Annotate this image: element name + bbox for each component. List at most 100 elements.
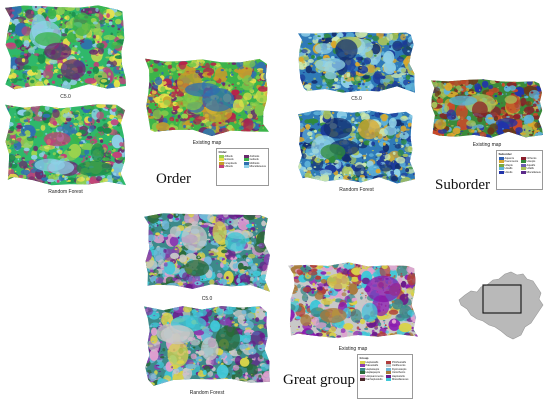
order-title: Order: [156, 171, 191, 187]
legend-label: Udalfs: [526, 167, 534, 171]
order-existing-map: [145, 58, 269, 136]
legend-item: Ustalfs: [498, 167, 519, 171]
legend-label: Psamments: [504, 160, 519, 164]
greatgroup-c50-caption: C5.0: [201, 296, 213, 302]
suborder-legend: Suborder Aquents Orthents Psamments Ustepts…: [496, 150, 543, 190]
legend-label: Haplaquepts: [365, 371, 381, 375]
soil-map-raster: [145, 58, 269, 136]
legend-item: Haplustults: [386, 374, 411, 378]
legend-item: Dystrustepts: [386, 367, 411, 371]
legend-label: Ustults: [504, 170, 513, 174]
legend-swatch: [498, 156, 504, 160]
legend-item: Ustipsamments: [359, 374, 385, 378]
suborder-existing-caption: Existing map: [472, 142, 502, 148]
order-c50-caption: C5.0: [60, 94, 71, 100]
legend-label: Ustepts: [526, 160, 536, 164]
order-rf-caption: Random Forest: [48, 189, 83, 195]
legend-swatch: [243, 161, 249, 165]
legend-label: Udepts: [504, 163, 513, 167]
legend-label: Haplustults: [392, 374, 405, 378]
legend-label: Kanhaplustults: [365, 378, 383, 382]
legend-label: Gelisols: [249, 158, 259, 162]
soil-map-raster: [5, 5, 126, 90]
legend-swatch: [498, 163, 504, 167]
legend-item: Inceptisols: [218, 161, 242, 165]
legend-item: Haplustalfs: [359, 360, 385, 364]
suborder-rf-caption: Random Forest: [339, 187, 374, 193]
legend-label: Aquents: [504, 156, 515, 160]
order-legend: Order Alfisols Aridisols Entisols Gelisols I…: [216, 148, 269, 186]
legend-item: Ustorthents: [386, 371, 411, 375]
legend-swatch: [520, 170, 526, 174]
order-existing-caption: Existing map: [192, 140, 222, 146]
legend-item: Ustults: [498, 170, 519, 174]
legend-swatch: [386, 364, 391, 368]
legend-label: Plinthustalfs: [392, 360, 406, 364]
legend-label: Paleustalfs: [365, 364, 379, 368]
legend-swatch: [498, 160, 504, 164]
legend-swatch: [359, 378, 365, 382]
legend-item: Ustepts: [520, 160, 541, 164]
greatgroup-legend: Group Haplustalfs Plinthustalfs Paleustalf…: [357, 354, 413, 399]
greatgroup-title: Great group: [283, 372, 356, 388]
legend-item: Miscellaneous: [386, 378, 411, 382]
soil-map-raster: [298, 110, 415, 184]
legend-label: Inceptisols: [224, 161, 237, 165]
legend-swatch: [218, 165, 224, 169]
legend-label: Haplustalfs: [365, 360, 379, 364]
order-c50-map: [5, 5, 126, 91]
legend-label: Aridisols: [249, 154, 260, 158]
legend-swatch: [243, 158, 249, 162]
legend-swatch: [386, 374, 391, 378]
legend-swatch: [520, 167, 526, 171]
legend-swatch: [386, 371, 391, 375]
legend-item: Ustifluvents: [386, 364, 411, 368]
legend-item: Gelisols: [243, 158, 267, 162]
order-legend-title: Order: [218, 150, 227, 154]
soil-map-raster: [431, 79, 543, 138]
soil-map-raster: [144, 306, 270, 386]
legend-label: Ustipsamments: [365, 374, 384, 378]
legend-swatch: [520, 160, 526, 164]
legend-item: Aquents: [498, 156, 519, 160]
soil-map-raster: [5, 104, 126, 186]
legend-swatch: [498, 170, 504, 174]
legend-swatch: [359, 374, 365, 378]
legend-label: Ultisols: [224, 165, 233, 169]
legend-label: Alfisols: [224, 154, 233, 158]
suborder-c50-caption: C5.0: [351, 96, 362, 102]
soil-map-raster: [288, 262, 418, 339]
order-rf-map: [5, 104, 126, 186]
legend-label: Entisols: [224, 158, 234, 162]
greatgroup-rf-caption: Random Forest: [189, 390, 225, 396]
legend-item: Haplaquepts: [359, 371, 385, 375]
legend-label: Aqualfs: [526, 163, 536, 167]
region-outline: [458, 271, 544, 340]
legend-item: Haplustepts: [359, 367, 385, 371]
legend-swatch: [243, 154, 249, 158]
legend-swatch: [386, 378, 391, 382]
greatgroup-legend-title: Group: [359, 356, 369, 360]
legend-swatch: [218, 154, 224, 158]
legend-swatch: [359, 360, 365, 364]
suborder-rf-map: [298, 110, 415, 184]
legend-item: Psamments: [498, 160, 519, 164]
legend-label: Dystrustepts: [392, 367, 407, 371]
greatgroup-rf-map: [144, 306, 270, 386]
legend-swatch: [498, 167, 504, 171]
legend-label: Ustifluvents: [392, 364, 406, 368]
suborder-c50-map: [298, 30, 415, 93]
suborder-title: Suborder: [435, 177, 490, 193]
greatgroup-existing-map: [288, 262, 418, 342]
legend-item: Udepts: [498, 163, 519, 167]
greatgroup-existing-caption: Existing map: [338, 346, 368, 352]
legend-label: Ustorthents: [392, 371, 406, 375]
legend-item: Ultisols: [218, 165, 242, 169]
legend-label: Orthents: [526, 156, 537, 160]
soil-map-raster: [144, 213, 270, 292]
suborder-existing-map: [431, 79, 543, 138]
legend-label: Miscellaneous: [249, 165, 266, 169]
legend-swatch: [243, 165, 249, 169]
legend-swatch: [218, 158, 224, 162]
legend-label: Mollisols: [249, 161, 260, 165]
